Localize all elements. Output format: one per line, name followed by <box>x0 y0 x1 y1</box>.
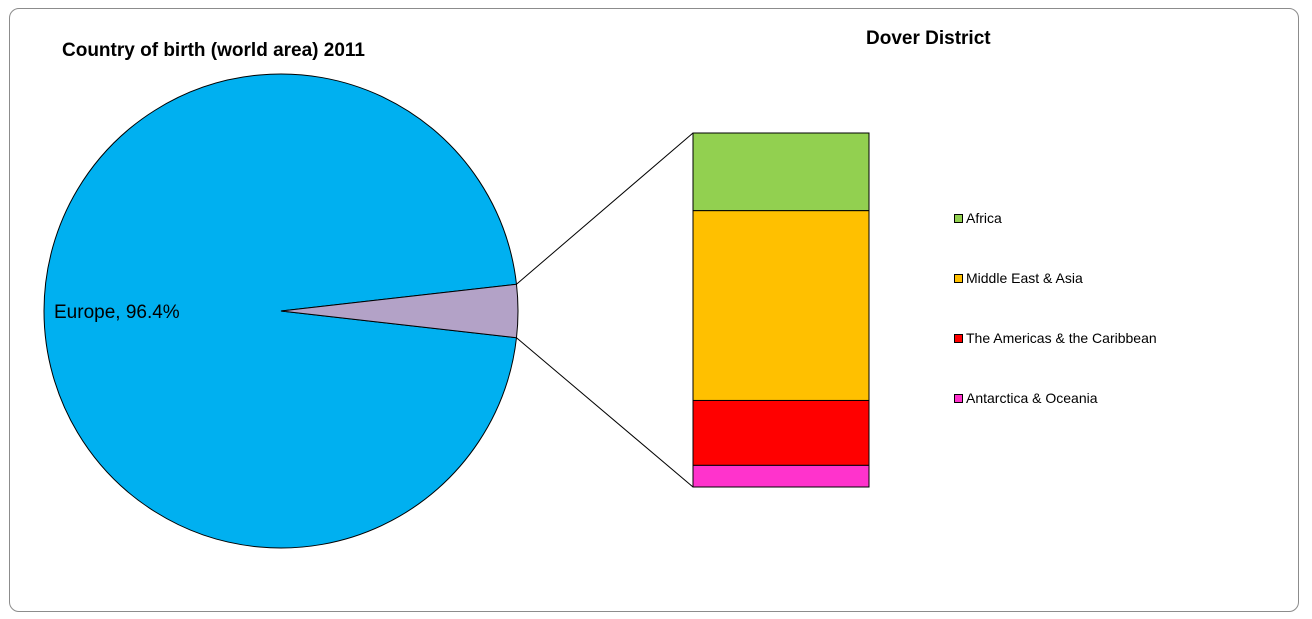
bar-segment-antarctica-oceania <box>692 464 870 488</box>
pie-data-label: Europe, 96.4% <box>54 302 180 323</box>
bar-segment-africa <box>692 132 870 212</box>
bar-segment-the-americas-the-caribbean <box>692 399 870 466</box>
legend-label: Middle East & Asia <box>966 270 1083 286</box>
legend-swatch <box>954 334 963 343</box>
bar-segment-middle-east-asia <box>692 210 870 401</box>
pie-slice-europe <box>43 73 518 549</box>
connector-line-top <box>516 132 694 285</box>
legend-swatch <box>954 394 963 403</box>
pie-slice-other <box>280 283 519 339</box>
legend-label: Africa <box>966 210 1002 226</box>
legend-swatch <box>954 274 963 283</box>
chart-title: Country of birth (world area) 2011 <box>62 40 365 61</box>
legend-label: The Americas & the Caribbean <box>966 330 1157 346</box>
legend-label: Antarctica & Oceania <box>966 390 1098 406</box>
legend-swatch <box>954 214 963 223</box>
chart-subtitle: Dover District <box>866 28 991 49</box>
connector-line-bottom <box>516 337 694 488</box>
